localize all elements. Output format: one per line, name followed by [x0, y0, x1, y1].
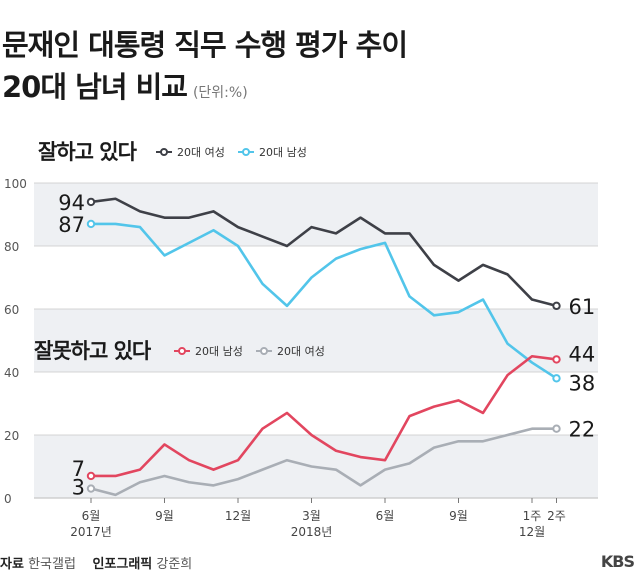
x-year-label: 12월: [519, 525, 545, 539]
series-line: [89, 354, 558, 478]
x-year-label: 2017년: [70, 525, 112, 539]
series-end-label: 44: [569, 342, 596, 366]
series-end-marker: [552, 301, 561, 311]
kbs-logo: KBS: [600, 552, 635, 571]
series-end-label: 38: [569, 371, 596, 395]
subtitle-text: 20대 남녀 비교: [2, 70, 188, 104]
chart-subtitle: 20대 남녀 비교 (단위:%): [2, 64, 248, 106]
series-end-marker: [552, 355, 561, 364]
x-tick-label: 6월: [82, 509, 101, 523]
series-start-label: 7: [72, 457, 85, 481]
x-year-label: 2018년: [291, 525, 333, 539]
unit-label: (단위:%): [192, 85, 248, 101]
grid-band-1: [34, 309, 598, 372]
series-start-label: 87: [58, 213, 85, 237]
legend-marker: [260, 347, 268, 355]
source-label: 자료: [0, 557, 24, 572]
y-tick-label: 0: [4, 492, 12, 506]
y-tick-label: 20: [4, 429, 19, 443]
series-end-marker: [552, 424, 561, 433]
series-line: [89, 222, 558, 380]
legend-label: 20대 여성: [277, 345, 325, 358]
y-tick-label: 100: [4, 177, 27, 191]
legend-label: 20대 여성: [177, 146, 225, 159]
x-tick-label: 9월: [155, 509, 174, 523]
series-start-marker: [86, 219, 96, 229]
footer: 자료 한국갤럽 인포그래픽 강준희: [0, 553, 192, 572]
series-line: [89, 427, 558, 497]
graphic-label: 인포그래픽: [92, 557, 153, 572]
x-tick-label: 9월: [449, 509, 468, 523]
series-start-marker: [86, 197, 96, 207]
legend-label: 20대 남성: [195, 345, 243, 358]
series-start-label: 94: [58, 191, 85, 215]
legend-marker: [242, 148, 250, 156]
x-tick-label: 2주: [547, 509, 566, 523]
legend-marker: [160, 148, 168, 156]
panel-title: 잘하고 있다: [38, 140, 138, 164]
legend-marker: [178, 347, 186, 355]
series-end-label: 22: [569, 418, 596, 442]
x-tick-label: 12월: [225, 509, 251, 523]
series-start-marker: [86, 484, 96, 493]
y-tick-label: 60: [4, 303, 19, 317]
y-tick-label: 80: [4, 240, 19, 254]
source-name: 한국갤럽: [28, 557, 76, 572]
series-end-label: 61: [569, 295, 596, 319]
series-line: [89, 197, 558, 308]
y-tick-label: 40: [4, 366, 19, 380]
x-tick-label: 3월: [302, 509, 321, 523]
series-start-label: 3: [72, 476, 85, 500]
graphic-author: 강준희: [156, 557, 193, 572]
x-tick-label: 1주: [523, 509, 542, 523]
panel-title: 잘못하고 있다: [34, 339, 152, 363]
series-end-marker: [552, 374, 561, 383]
chart-title: 문재인 대통령 직무 수행 평가 추이: [2, 28, 408, 62]
series-start-marker: [86, 471, 96, 481]
x-tick-label: 6월: [376, 509, 395, 523]
grid-band-0: [34, 183, 598, 246]
legend-label: 20대 남성: [259, 146, 307, 159]
